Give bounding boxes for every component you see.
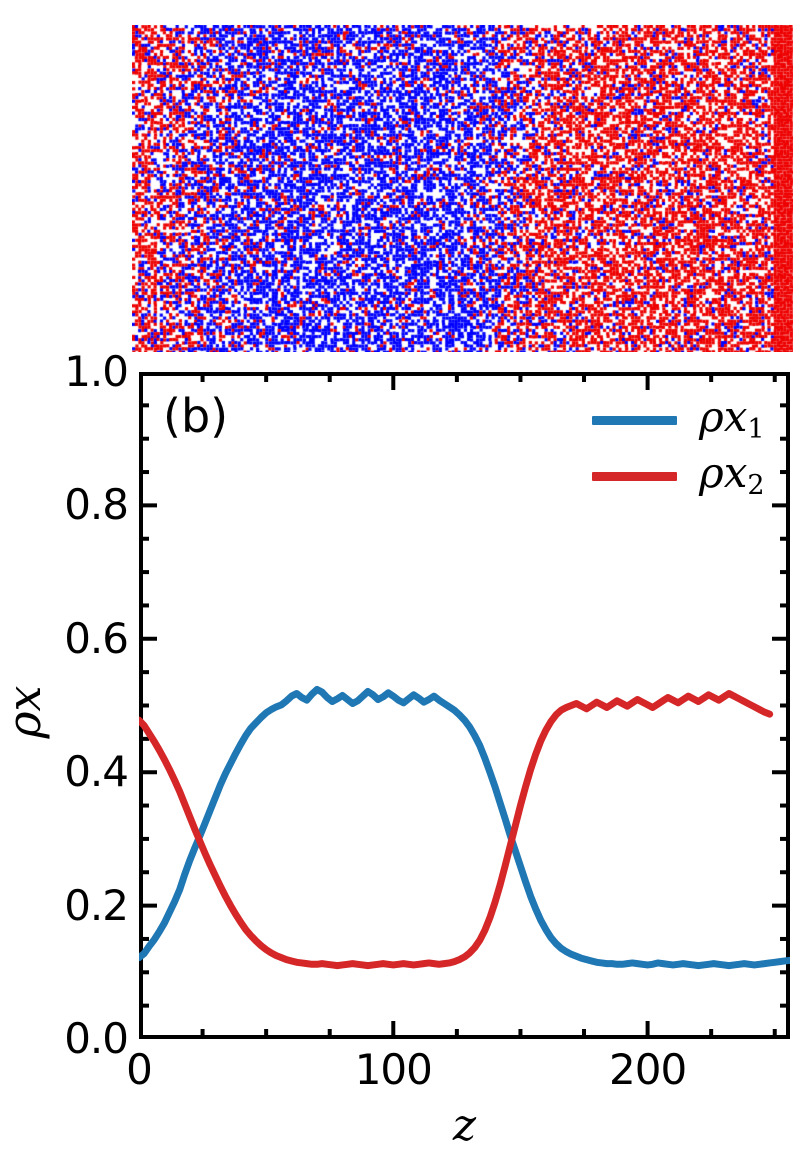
x-axis-title: z [452, 1100, 477, 1151]
legend: ρx1 ρx2 [592, 392, 782, 504]
particle-snapshot-panel [132, 25, 793, 352]
legend-swatch-rho-x2 [592, 471, 677, 481]
legend-item-rho-x2: ρx2 [592, 448, 782, 504]
legend-swatch-rho-x1 [592, 415, 677, 425]
legend-label-rho-x1: ρx1 [699, 392, 765, 446]
data-curves [139, 685, 790, 970]
y-tick-label: 0.8 [64, 480, 129, 530]
panel-label-b: (b) [163, 389, 229, 443]
y-tick-label: 0.0 [64, 1014, 129, 1063]
y-tick-label: 0.6 [64, 613, 129, 663]
legend-label-rho-x2: ρx2 [699, 448, 765, 502]
y-tick-label: 0.4 [64, 747, 129, 797]
plot-canvas [139, 372, 790, 1039]
x-tick-label: 100 [354, 1045, 433, 1094]
y-axis-title: ρx [0, 685, 51, 739]
x-axis-tick-labels: 0 100 200 [126, 1045, 790, 1099]
curve-ρx1 [139, 685, 790, 970]
density-profile-panel: 0.0 0.2 0.4 0.6 0.8 1.0 0 100 200 ρx z (b) ρx1 ρ… [0, 351, 807, 1151]
x-tick-label: 200 [609, 1045, 687, 1094]
particle-snapshot-canvas [132, 25, 793, 352]
legend-item-rho-x1: ρx1 [592, 392, 782, 448]
y-tick-label: 0.2 [64, 880, 129, 930]
x-tick-label: 0 [126, 1045, 153, 1094]
y-tick-label: 1.0 [64, 347, 129, 396]
y-axis-tick-labels: 0.0 0.2 0.4 0.6 0.8 1.0 [0, 351, 129, 1060]
axis-ticks [139, 372, 790, 1039]
curve-ρx2 [139, 689, 774, 970]
